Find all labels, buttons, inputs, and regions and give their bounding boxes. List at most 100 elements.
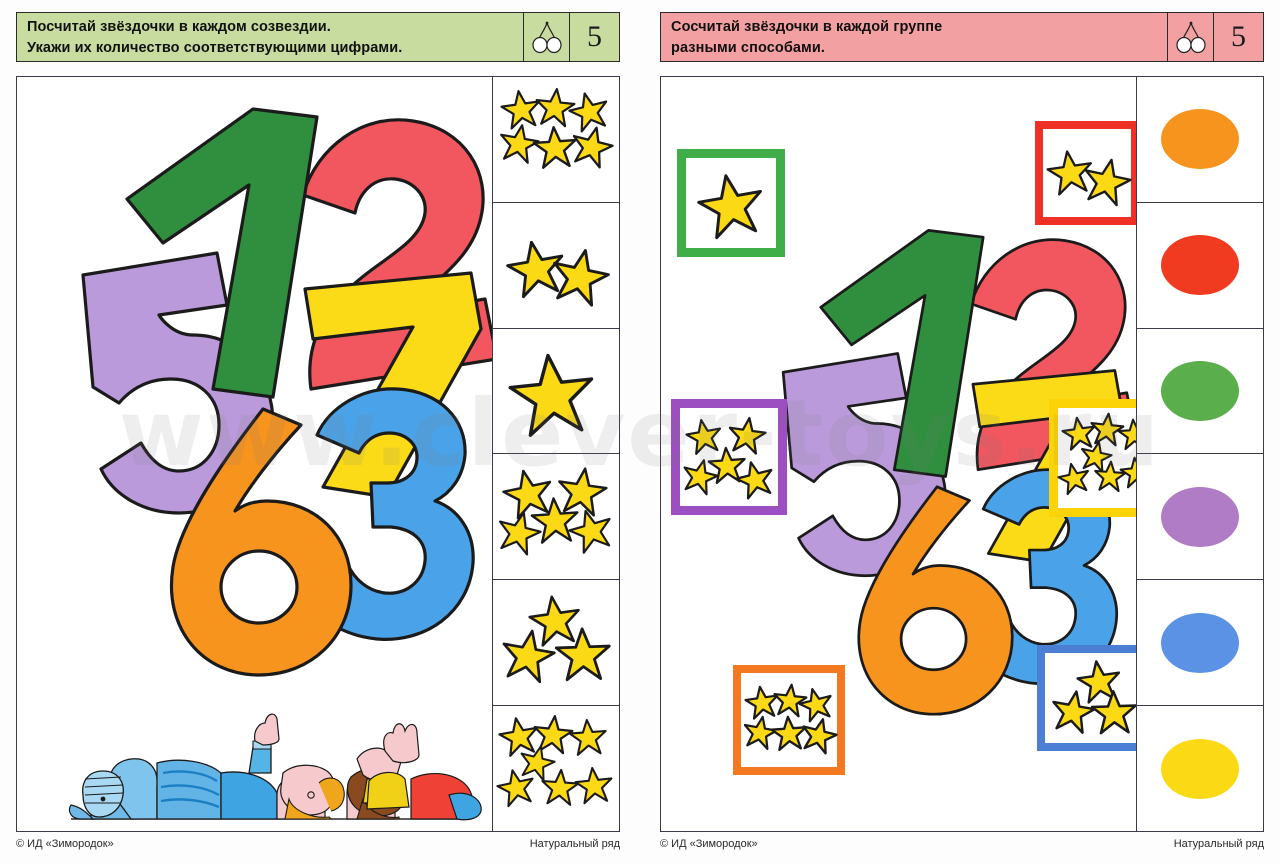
- star-icon: [565, 87, 613, 135]
- star-icon: [1044, 146, 1096, 198]
- banner-left: Посчитай звёздочки в каждом созвездии. У…: [16, 12, 620, 62]
- star-cell-7[interactable]: [493, 706, 619, 831]
- star-icon: [707, 445, 748, 486]
- star-icon: [498, 86, 543, 131]
- star-cell-3[interactable]: [493, 580, 619, 707]
- star-icon: [540, 767, 581, 808]
- children-lying-down-illustration: [31, 707, 491, 827]
- worksheet-left: [16, 76, 620, 832]
- color-cell-green[interactable]: [1137, 329, 1263, 455]
- green-star-box[interactable]: [677, 149, 785, 257]
- color-cell-blue[interactable]: [1137, 580, 1263, 707]
- star-icon: [493, 765, 538, 810]
- star-icon: [502, 234, 569, 301]
- red-star-box[interactable]: [1035, 121, 1136, 225]
- blue-dot: [1161, 612, 1239, 673]
- star-icon: [554, 625, 612, 683]
- green-one: [125, 107, 319, 399]
- star-cell-5[interactable]: [493, 454, 619, 581]
- star-icon: [505, 346, 600, 441]
- orange-star-box[interactable]: [733, 665, 845, 775]
- blue-star-box[interactable]: [1037, 645, 1136, 751]
- copyright-left: © ИД «Зимородок»: [16, 838, 114, 850]
- red-star-box-inner: [1043, 129, 1132, 217]
- page-right: Сосчитай звёздочки в каждой группе разны…: [644, 0, 1280, 865]
- cherries-icon: [1167, 13, 1213, 61]
- color-cell-red[interactable]: [1137, 203, 1263, 329]
- green-one: [819, 228, 985, 478]
- orange-dot: [1161, 109, 1239, 170]
- footer-right: © ИД «Зимородок» Натуральный ряд: [660, 838, 1264, 850]
- banner-right-number: 5: [1213, 13, 1263, 61]
- series-left: Натуральный ряд: [529, 838, 620, 850]
- yellow-dot: [1161, 738, 1239, 799]
- star-icon: [496, 120, 542, 166]
- star-strip-left: [492, 77, 619, 831]
- star-icon: [1077, 437, 1115, 475]
- star-cell-2[interactable]: [493, 203, 619, 329]
- purple-star-box[interactable]: [671, 399, 787, 515]
- green-star-box-inner: [686, 158, 776, 248]
- color-strip-right: [1136, 77, 1263, 831]
- star-icon: [496, 713, 542, 759]
- purple-five: [781, 352, 947, 578]
- star-icon: [1093, 459, 1127, 493]
- star-icon: [797, 713, 841, 757]
- purple-dot: [1161, 486, 1239, 547]
- color-cell-purple[interactable]: [1137, 454, 1263, 581]
- star-icon: [515, 740, 559, 784]
- star-icon: [531, 712, 575, 756]
- star-icon: [1074, 656, 1124, 706]
- green-dot: [1161, 361, 1239, 422]
- yellow-star-box[interactable]: [1049, 399, 1136, 517]
- star-icon: [497, 624, 560, 687]
- worksheet-right-main: [661, 77, 1136, 831]
- orange-star-box-inner: [741, 673, 838, 767]
- footer-left: © ИД «Зимородок» Натуральный ряд: [16, 838, 620, 850]
- numbers-cluster-left: [67, 77, 492, 697]
- star-cell-1[interactable]: [493, 329, 619, 455]
- copyright-right: © ИД «Зимородок»: [660, 838, 758, 850]
- star-icon: [526, 591, 585, 650]
- star-icon: [770, 714, 808, 752]
- star-icon: [1055, 459, 1093, 497]
- star-icon: [567, 121, 618, 172]
- star-icon: [1090, 688, 1136, 736]
- banner-left-number: 5: [569, 13, 619, 61]
- star-icon: [533, 85, 577, 129]
- star-icon: [693, 167, 769, 243]
- worksheet-left-main: [17, 77, 492, 831]
- star-icon: [1048, 686, 1099, 737]
- star-icon: [683, 415, 725, 457]
- star-icon: [795, 683, 836, 724]
- star-icon: [771, 681, 808, 718]
- blue-star-box-inner: [1045, 653, 1136, 743]
- banner-left-text: Посчитай звёздочки в каждом созвездии. У…: [27, 19, 403, 56]
- star-icon: [1060, 414, 1098, 452]
- star-icon: [1118, 454, 1136, 489]
- star-icon: [1079, 153, 1136, 210]
- purple-star-box-inner: [680, 408, 778, 506]
- star-icon: [732, 456, 778, 502]
- cherries-icon: [523, 13, 569, 61]
- orange-six: [170, 407, 353, 677]
- page-left: Посчитай звёздочки в каждом созвездии. У…: [0, 0, 636, 865]
- red-dot: [1161, 235, 1239, 296]
- star-icon: [678, 454, 722, 498]
- banner-right: Сосчитай звёздочки в каждой группе разны…: [660, 12, 1264, 62]
- star-icon: [726, 414, 769, 457]
- star-icon: [529, 495, 580, 546]
- worksheet-right: [660, 76, 1264, 832]
- star-icon: [564, 503, 618, 557]
- star-icon: [498, 464, 557, 523]
- star-icon: [573, 764, 615, 806]
- color-cell-yellow[interactable]: [1137, 706, 1263, 831]
- series-right: Натуральный ряд: [1173, 838, 1264, 850]
- yellow-star-box-inner: [1055, 408, 1136, 508]
- star-cell-6[interactable]: [493, 77, 619, 203]
- star-icon: [1117, 417, 1136, 451]
- color-cell-orange[interactable]: [1137, 77, 1263, 203]
- star-icon: [1088, 410, 1125, 447]
- star-icon: [554, 463, 610, 519]
